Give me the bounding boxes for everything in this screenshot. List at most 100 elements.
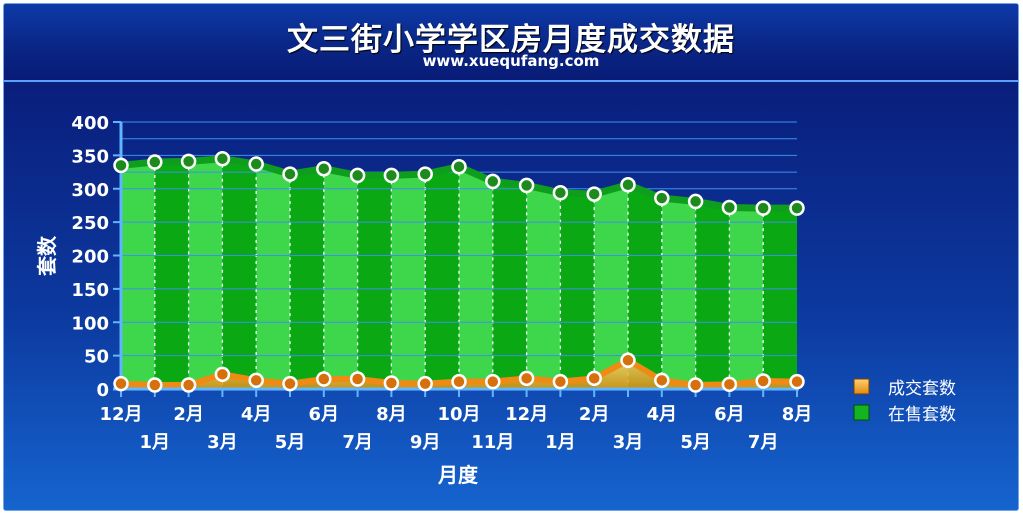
x-tick-label: 7月 [342,432,373,453]
x-tick-label: 4月 [647,404,678,425]
point-on-sale [349,167,366,184]
point-on-sale [180,153,197,170]
point-on-sale [518,177,535,194]
legend: 成交套数 在售套数 [853,378,956,425]
point-deals [654,372,670,389]
x-tick-label: 5月 [680,432,711,453]
point-on-sale [485,173,501,190]
point-on-sale [687,193,704,210]
point-on-sale [113,157,129,174]
point-deals [214,366,231,383]
x-tick-labels: 12月1月2月3月4月5月6月7月8月9月10月11月12月1月2月3月4月5月… [99,404,812,453]
point-on-sale [620,176,636,193]
chart-subtitle: www.xuequfang.com [422,52,600,70]
x-tick-label: 12月 [99,404,142,425]
point-deals [620,352,636,369]
point-on-sale [316,160,332,177]
point-deals [417,375,433,392]
y-tick-labels: 0 50 100 150 200 250 300 350 400 [71,113,109,401]
point-deals [282,375,298,392]
x-tick-label: 7月 [748,432,779,453]
point-on-sale [789,200,805,216]
x-tick-label: 8月 [376,404,407,425]
y-axis-title: 套数 [35,235,59,276]
point-on-sale [248,156,264,172]
chart-title: 文三街小学学区房月度成交数据 [287,22,735,58]
point-on-sale [214,150,231,167]
y-tick-label: 50 [84,347,109,368]
point-on-sale [586,186,602,202]
legend-label-deals: 成交套数 [888,379,956,399]
chart-frame: 文三街小学学区房月度成交数据 www.xuequfang.com 0 50 100 1… [3,3,1019,511]
area-band [628,184,662,389]
point-deals [147,377,163,393]
x-tick-label: 1月 [545,432,576,453]
point-deals [113,375,129,392]
point-deals [451,373,467,390]
x-tick-label: 1月 [140,432,171,453]
area-band [391,174,426,389]
x-tick-label: 2月 [579,404,610,425]
area-band [188,158,223,389]
y-tick-label: 300 [71,180,109,201]
point-deals [316,371,332,387]
point-on-sale [552,185,569,201]
area-band [763,208,797,389]
point-on-sale [147,154,163,170]
x-tick-label: 6月 [714,404,745,425]
y-tick-label: 400 [71,113,109,134]
point-on-sale [282,166,298,182]
point-deals [383,375,400,391]
point-on-sale [721,199,738,216]
area-band [222,158,257,389]
point-deals [180,377,197,393]
area-band [492,181,527,389]
point-deals [789,373,805,390]
point-deals [687,377,704,393]
area-band [526,185,561,389]
area-band [357,175,392,389]
point-deals [552,373,569,390]
point-on-sale [383,167,400,184]
x-tick-label: 9月 [410,432,441,453]
y-tick-label: 0 [96,380,109,401]
x-tick-label: 2月 [173,404,204,425]
area-band [729,207,764,389]
point-on-sale [755,200,771,216]
x-tick-label: 3月 [613,432,644,453]
area-band [560,192,595,389]
x-tick-label: 11月 [471,432,514,453]
point-deals [755,373,771,389]
x-tick-label: 4月 [241,404,272,425]
chart-header: 文三街小学学区房月度成交数据 www.xuequfang.com [4,4,1018,82]
legend-swatch-deals [853,378,870,395]
point-deals [721,376,738,393]
area-band [121,162,155,389]
point-on-sale [654,190,670,206]
x-axis-title: 月度 [437,463,479,487]
x-tick-label: 10月 [437,404,480,425]
y-tick-label: 350 [71,146,109,167]
point-on-sale [451,158,467,175]
area-band [256,164,290,389]
x-tick-label: 3月 [207,432,238,453]
plot-bands [121,158,797,389]
area-band [695,201,730,389]
x-tick-label: 8月 [782,404,813,425]
y-tick-label: 100 [71,313,109,334]
y-tick-label: 250 [71,213,109,234]
chart-panel: 0 50 100 150 200 250 300 350 400 12月 1月 2月 3月 4月 5月 6月… [4,82,1018,510]
y-tick-label: 150 [71,280,109,301]
point-deals [518,370,535,387]
x-tick-label: 12月 [505,404,548,425]
y-tick-label: 200 [71,247,109,268]
point-on-sale [417,166,433,182]
area-band [154,161,189,389]
legend-swatch-on-sale [853,404,870,421]
x-tick-label: 6月 [309,404,340,425]
area-band [661,198,696,389]
area-band [594,184,628,389]
legend-label-on-sale: 在售套数 [888,405,956,425]
point-deals [586,370,602,387]
